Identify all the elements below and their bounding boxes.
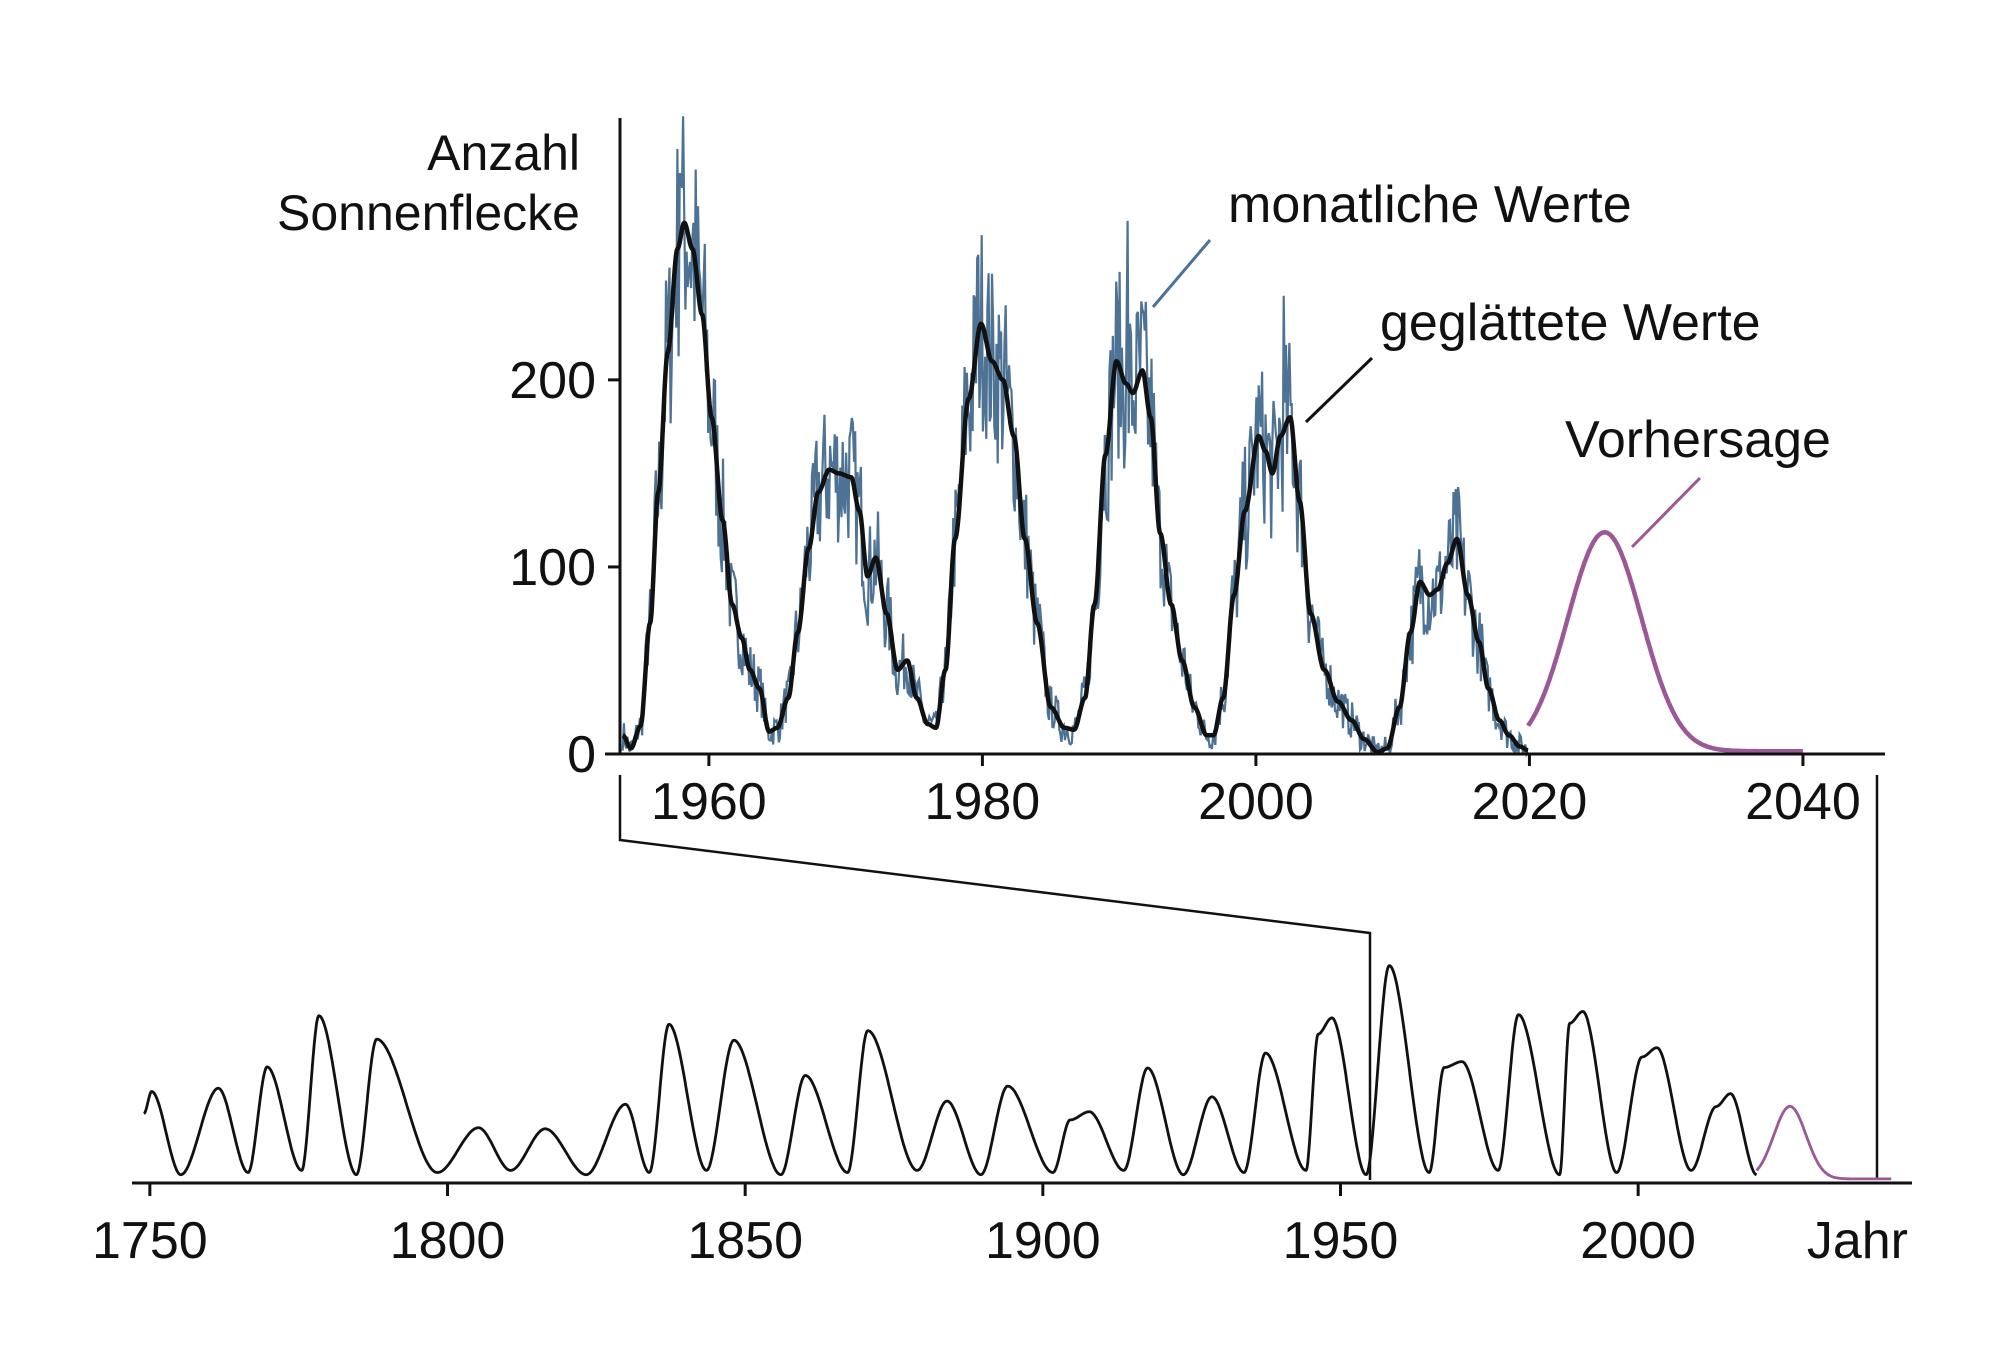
bottom-x-ticks: 1750 1800 1850 1900 1950 2000 (92, 1183, 1696, 1270)
top-y-tick-label: 200 (509, 352, 596, 410)
top-series-group (621, 116, 1803, 758)
annotation-monthly-leader (1151, 239, 1212, 308)
series-forecast-line (1526, 530, 1803, 754)
top-x-tick-label: 1980 (925, 773, 1041, 831)
bottom-x-tick-label: 1800 (390, 1212, 506, 1270)
top-x-tick-label: 2020 (1472, 773, 1588, 831)
bottom-series-group (143, 964, 1892, 1181)
zoom-connector (618, 775, 1879, 1180)
bottom-x-tick-label: 1750 (92, 1212, 208, 1270)
annotation-forecast-leader (1630, 476, 1702, 549)
annotation-smoothed-leader (1304, 356, 1374, 424)
top-y-axis-label-line-1: Anzahl (427, 125, 580, 181)
bottom-series-forecast-line (1755, 1105, 1892, 1181)
top-x-ticks: 1960 1980 2000 2020 2040 (651, 754, 1861, 831)
series-smoothed-line (621, 220, 1530, 755)
bottom-x-tick-label: 1850 (687, 1212, 803, 1270)
top-y-ticks: 0 100 200 (509, 352, 620, 784)
bottom-plot: 1750 1800 1850 1900 1950 2000 Jahr (92, 964, 1912, 1270)
bottom-x-tick-label: 2000 (1580, 1212, 1696, 1270)
top-x-tick-label: 1960 (651, 773, 767, 831)
top-x-tick-label: 2000 (1198, 773, 1314, 831)
top-plot: 0 100 200 1960 1980 2000 2020 2040 Anzahl Sonn… (277, 116, 1885, 831)
annotation-forecast: Vorhersage (1565, 411, 1831, 469)
bottom-x-axis-label: Jahr (1807, 1212, 1908, 1270)
bottom-x-tick-label: 1950 (1283, 1212, 1399, 1270)
annotation-smoothed: geglättete Werte (1380, 294, 1761, 352)
top-x-tick-label: 2040 (1745, 773, 1861, 831)
top-y-tick-label: 0 (567, 726, 596, 784)
bottom-x-tick-label: 1900 (985, 1212, 1101, 1270)
zoom-connector-left (618, 775, 1372, 1180)
annotation-monthly: monatliche Werte (1228, 176, 1632, 234)
top-y-axis-label-line-2: Sonnenflecke (277, 185, 580, 241)
bottom-series-smoothed-line (143, 964, 1758, 1177)
top-y-tick-label: 100 (509, 539, 596, 597)
